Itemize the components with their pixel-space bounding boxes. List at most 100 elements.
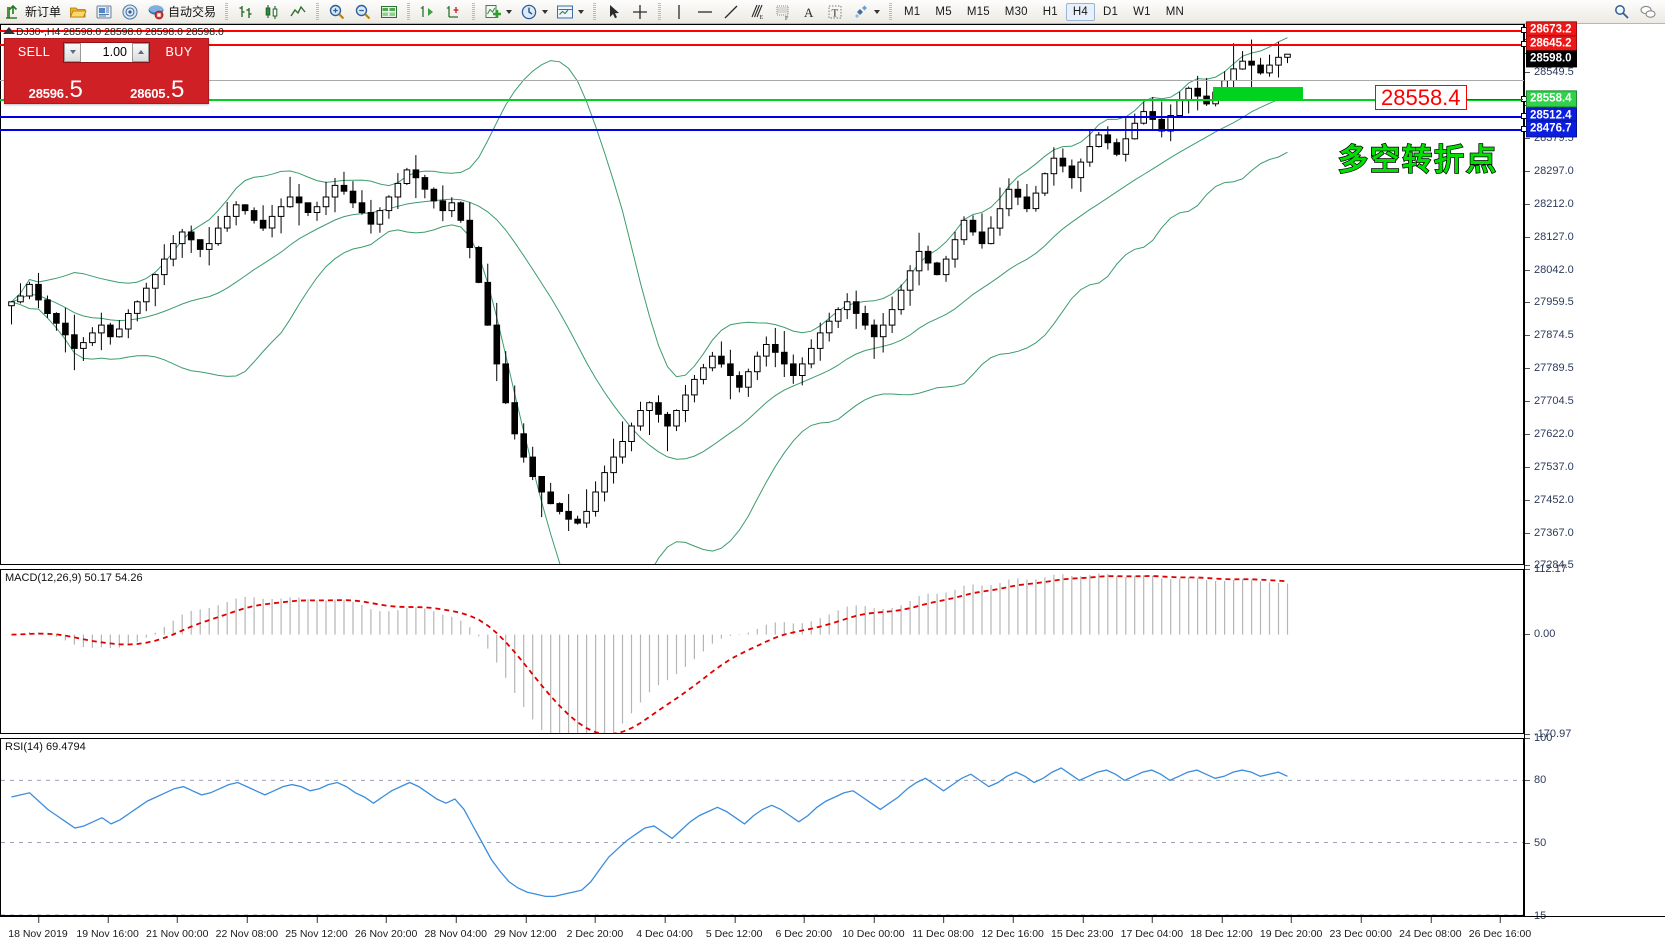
crosshair-tool-button[interactable] — [627, 1, 653, 23]
bar-chart-button[interactable] — [233, 1, 259, 23]
toolbar-separator — [405, 2, 412, 22]
trendline-button[interactable] — [718, 1, 744, 23]
timeframe-m15[interactable]: M15 — [966, 5, 990, 18]
green-highlight-zone — [1213, 87, 1303, 100]
sell-button[interactable]: SELL — [17, 45, 51, 59]
price-tick: 28127.0 — [1525, 231, 1574, 243]
time-axis-label: 5 Dec 12:00 — [705, 917, 763, 940]
timeframe-h4[interactable]: H4 — [1065, 2, 1095, 21]
timeframe-h1[interactable]: H1 — [1042, 5, 1058, 18]
fibonacci-button[interactable]: E — [744, 1, 770, 23]
bar-chart-icon — [239, 5, 252, 18]
oct-header: SELL 1.00 BUY — [5, 39, 208, 65]
cursor-tool-button[interactable] — [601, 1, 627, 23]
chevron-down-icon[interactable] — [506, 9, 513, 14]
sell-price[interactable]: 28596 . 5 — [6, 65, 106, 102]
chevron-down-icon[interactable] — [578, 9, 585, 14]
time-axis[interactable]: 18 Nov 2019 19 Nov 16:00 21 Nov 00:00 22 No… — [0, 916, 1665, 948]
new-order-label: 新订单 — [25, 5, 62, 19]
indicator-tick: 80 — [1525, 774, 1546, 786]
template-button[interactable] — [552, 1, 588, 23]
news-button[interactable] — [91, 1, 117, 23]
period-button[interactable] — [516, 1, 552, 23]
equidistant-channel-icon: F — [776, 5, 789, 21]
time-axis-label: 25 Nov 12:00 — [285, 917, 348, 940]
timeframe-group: M1 M5 M15 M30 H1 H4 D1 W1 MN — [897, 2, 1191, 21]
data-window-button[interactable] — [376, 1, 402, 23]
buy-price[interactable]: 28605 . 5 — [108, 65, 208, 102]
chat-button[interactable] — [1635, 1, 1661, 23]
equidistant-channel-button[interactable]: F — [770, 1, 796, 23]
price-level-badge[interactable]: 28512.4 — [1526, 107, 1577, 125]
time-axis-label: 28 Nov 04:00 — [424, 917, 487, 940]
chart-shift-icon — [446, 5, 459, 18]
timeframe-m5[interactable]: M5 — [935, 5, 952, 18]
indicators-button[interactable] — [480, 1, 516, 23]
macd-pane[interactable]: MACD(12,26,9) 50.17 54.26 — [0, 569, 1524, 734]
cursor-icon — [610, 4, 620, 18]
price-level-badge[interactable]: 28598.0 — [1526, 50, 1577, 68]
auto-trading-button[interactable]: 自动交易 — [143, 1, 220, 23]
volume-stepper[interactable]: 1.00 — [63, 41, 150, 63]
folder-button[interactable] — [65, 1, 91, 23]
volume-value[interactable]: 1.00 — [102, 45, 127, 59]
time-axis-label: 19 Dec 20:00 — [1259, 917, 1323, 940]
rsi-label: RSI(14) 69.4794 — [5, 741, 86, 753]
chinese-annotation-text[interactable]: 多空转折点 — [1337, 143, 1498, 178]
rsi-pane[interactable]: RSI(14) 69.4794 — [0, 738, 1524, 916]
macd-plot-layer — [11, 573, 1289, 733]
timeframe-m1[interactable]: M1 — [904, 5, 921, 18]
volume-increase-button[interactable] — [132, 42, 149, 62]
zoom-in-button[interactable] — [324, 1, 350, 23]
horizontal-line-button[interactable] — [692, 1, 718, 23]
new-order-button[interactable]: 新订单 — [0, 1, 65, 23]
search-icon — [1615, 4, 1629, 19]
template-icon — [557, 5, 574, 18]
zoom-out-button[interactable] — [350, 1, 376, 23]
chevron-down-icon[interactable] — [874, 9, 881, 14]
toolbar-separator — [223, 2, 230, 22]
price-pane[interactable] — [0, 24, 1524, 565]
timeframe-mn[interactable]: MN — [1165, 5, 1185, 18]
price-level-badge[interactable]: 28476.7 — [1526, 120, 1577, 138]
candlestick-chart-button[interactable] — [259, 1, 285, 23]
one-click-trading-panel[interactable]: SELL 1.00 BUY 28596 . 5 28605 . 5 — [4, 38, 209, 104]
chart-area[interactable]: MACD(12,26,9) 50.17 54.26 RSI(14) 69.479… — [0, 21, 1665, 948]
chevron-down-icon[interactable] — [542, 9, 549, 14]
scroll-end-button[interactable] — [415, 1, 441, 23]
chart-shift-button[interactable] — [441, 1, 467, 23]
oct-prices: 28596 . 5 28605 . 5 — [5, 65, 208, 103]
price-tick: 27622.0 — [1525, 428, 1574, 440]
price-tag-label[interactable]: 28558.4 — [1375, 85, 1467, 111]
time-axis-label: 4 Dec 04:00 — [636, 917, 693, 940]
time-axis-label: 24 Dec 08:00 — [1399, 917, 1462, 940]
price-tick: 28212.0 — [1525, 198, 1574, 210]
chat-icon — [1640, 5, 1656, 18]
text-icon: A — [804, 5, 814, 20]
time-axis-label: 11 Dec 08:00 — [912, 917, 974, 940]
timeframe-w1[interactable]: W1 — [1133, 5, 1151, 18]
search-button[interactable] — [1609, 1, 1635, 23]
timeframe-d1[interactable]: D1 — [1103, 5, 1119, 18]
buy-button[interactable]: BUY — [165, 45, 193, 59]
indicator-tick: 100 — [1525, 732, 1552, 744]
signals-icon — [122, 3, 138, 20]
price-level-badge[interactable]: 28558.4 — [1526, 90, 1577, 108]
svg-text:F: F — [785, 16, 789, 21]
period-icon — [521, 4, 537, 19]
price-tick: 27284.5 — [1525, 559, 1574, 571]
text-label-button[interactable]: T — [822, 1, 848, 23]
line-chart-button[interactable] — [285, 1, 311, 23]
vertical-line-button[interactable] — [666, 1, 692, 23]
price-scale[interactable]: 28634.528598.028549.528464.528379.528297… — [1524, 21, 1665, 922]
text-button[interactable]: A — [796, 1, 822, 23]
volume-decrease-button[interactable] — [64, 42, 81, 62]
timeframe-m30[interactable]: M30 — [1004, 5, 1028, 18]
new-order-icon — [6, 4, 18, 19]
scroll-end-icon — [420, 5, 434, 17]
shapes-button[interactable] — [848, 1, 884, 23]
chart-scroll-arrow-icon[interactable] — [3, 27, 15, 34]
buy-price-int: 28605 — [130, 86, 166, 101]
auto-trading-label: 自动交易 — [168, 5, 217, 19]
signals-button[interactable] — [117, 1, 143, 23]
